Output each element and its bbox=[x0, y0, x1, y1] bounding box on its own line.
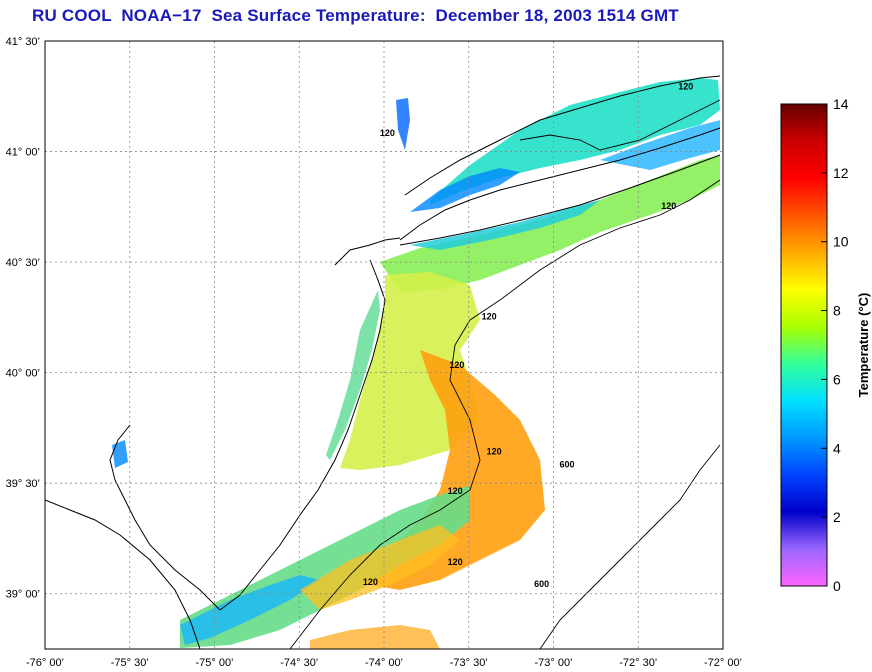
sst-region-de-coastal bbox=[180, 575, 320, 645]
sst-region-nj-shelf bbox=[340, 272, 480, 470]
contour-label: 120 bbox=[380, 128, 395, 138]
coastline-nj bbox=[219, 259, 386, 611]
sst-field bbox=[112, 78, 720, 649]
sst-region-hudson-cold bbox=[396, 98, 410, 150]
contour-label: 600 bbox=[560, 460, 575, 470]
colorbar-tick-label: 4 bbox=[833, 440, 841, 456]
lat-tick-label: 39° 30’ bbox=[6, 478, 40, 490]
graticule bbox=[45, 41, 723, 649]
coastline bbox=[45, 75, 721, 649]
coastline-long-island-south bbox=[399, 154, 721, 246]
colorbar-tick-label: 0 bbox=[833, 578, 841, 594]
coastline-delmarva bbox=[45, 499, 201, 649]
lat-tick-label: 40° 00’ bbox=[6, 368, 40, 380]
contour-label: 120 bbox=[661, 201, 676, 211]
contour-label: 120 bbox=[448, 486, 463, 496]
map-frame bbox=[44, 40, 724, 650]
longitude-tick-labels: -76° 00’ -75° 30’ -75° 00’ -74° 30’ -74° 00’… bbox=[26, 657, 742, 669]
sst-region-de-mid bbox=[300, 525, 460, 610]
sst-region-south-warm bbox=[310, 625, 440, 649]
colorbar: 0 2 4 6 8 10 12 14 Temperature (°C) bbox=[780, 96, 871, 594]
colorbar-tick-label: 2 bbox=[833, 509, 841, 525]
lon-tick-label: -72° 00’ bbox=[704, 657, 742, 669]
colorbar-scale bbox=[780, 103, 828, 587]
lat-tick-label: 41° 00’ bbox=[6, 147, 40, 159]
colorbar-tick-label: 14 bbox=[833, 96, 849, 112]
contour-label: 120 bbox=[678, 82, 693, 92]
sst-region-nj-inner bbox=[326, 290, 380, 460]
contour-label: 600 bbox=[534, 579, 549, 589]
colorbar-label: Temperature (°C) bbox=[856, 293, 871, 398]
coastline-connecticut bbox=[404, 75, 721, 196]
contour-120-shelf bbox=[289, 179, 721, 649]
colorbar-tick-label: 10 bbox=[833, 234, 849, 250]
lon-tick-label: -73° 30’ bbox=[450, 657, 488, 669]
lon-tick-label: -72° 30’ bbox=[619, 657, 657, 669]
contour-labels: 120 120 120 120 120 120 120 120 120 600 600 bbox=[363, 82, 693, 589]
sst-region-bay-cold bbox=[112, 440, 128, 468]
lon-tick-label: -75° 30’ bbox=[111, 657, 149, 669]
lon-tick-label: -74° 30’ bbox=[280, 657, 318, 669]
coastline-long-island-north bbox=[399, 127, 721, 241]
lat-tick-label: 41° 30’ bbox=[6, 36, 40, 48]
contour-label: 120 bbox=[449, 360, 464, 370]
contour-label: 120 bbox=[448, 557, 463, 567]
lon-tick-label: -76° 00’ bbox=[26, 657, 64, 669]
bathymetry-contours bbox=[289, 99, 721, 649]
sst-region-sound-west bbox=[410, 168, 520, 212]
contour-600 bbox=[539, 444, 721, 649]
contour-label: 120 bbox=[482, 312, 497, 322]
lon-tick-label: -73° 00’ bbox=[534, 657, 572, 669]
coastline-ny-harbor bbox=[334, 237, 401, 266]
colorbar-tick-label: 6 bbox=[833, 371, 841, 387]
colorbar-tick-label: 8 bbox=[833, 303, 841, 319]
contour-120-sound bbox=[519, 99, 721, 151]
colorbar-tick-label: 12 bbox=[833, 165, 849, 181]
sst-region-bight-cool bbox=[410, 200, 600, 250]
colorbar-ticks: 0 2 4 6 8 10 12 14 bbox=[821, 96, 849, 594]
lat-tick-label: 39° 00’ bbox=[6, 589, 40, 601]
lat-tick-label: 40° 30’ bbox=[6, 257, 40, 269]
lon-tick-label: -75° 00’ bbox=[195, 657, 233, 669]
coastline-delaware-bay bbox=[109, 424, 221, 611]
latitude-tick-labels: 41° 30’ 41° 00’ 40° 30’ 40° 00’ 39° 30’ 39° 0… bbox=[6, 36, 40, 601]
contour-label: 120 bbox=[363, 577, 378, 587]
map-title: RU COOL NOAA−17 Sea Surface Temperature:… bbox=[32, 6, 679, 25]
contour-label: 120 bbox=[487, 446, 502, 456]
lon-tick-label: -74° 00’ bbox=[365, 657, 403, 669]
